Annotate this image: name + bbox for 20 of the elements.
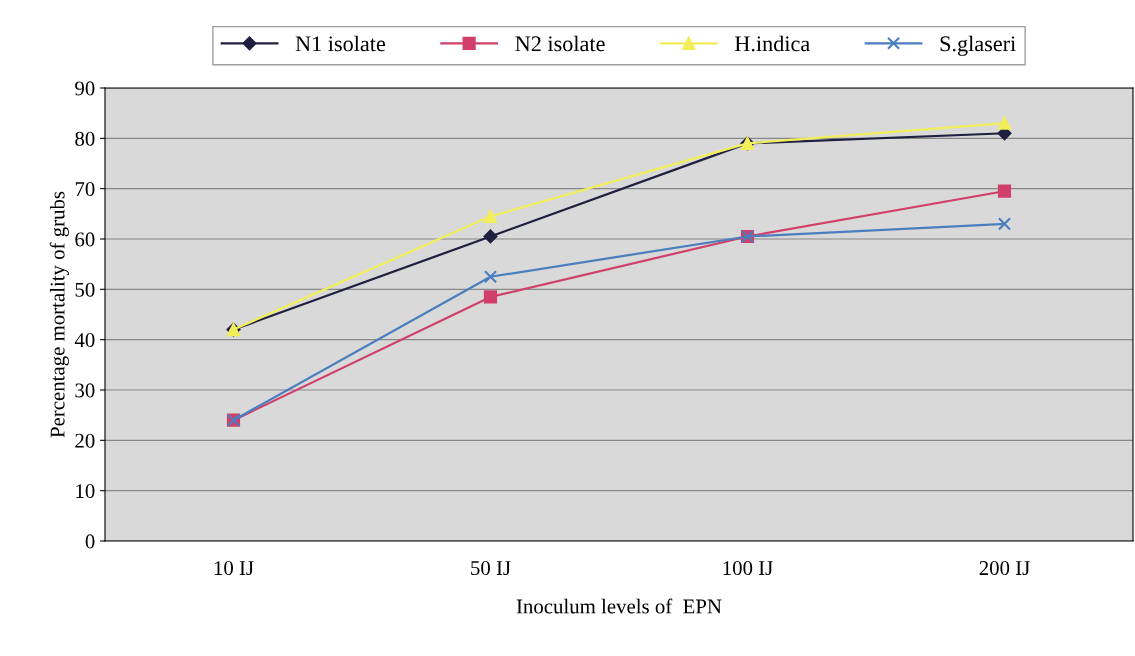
x-tick-label: 10 IJ	[214, 561, 254, 576]
y-tick-label: 0	[85, 534, 95, 549]
x-axis-title: Inoculum levels of EPN	[516, 598, 722, 614]
y-tick-label: 80	[75, 131, 95, 146]
y-tick-label: 70	[75, 182, 95, 197]
y-axis-title: Percentage mortality of grubs	[49, 191, 69, 438]
y-tick-label: 60	[75, 232, 95, 247]
legend-label: N1 isolate	[295, 35, 386, 52]
x-tick-label: 50 IJ	[471, 561, 511, 576]
legend-label: N2 isolate	[515, 35, 605, 52]
y-tick-label: 10	[76, 484, 95, 499]
y-tick-label: 90	[75, 81, 95, 96]
legend-label: H.indica	[734, 35, 810, 52]
legend-label: S.glaseri	[940, 35, 1016, 56]
x-tick-label: 200 IJ	[979, 561, 1030, 576]
x-tick-label: 100 IJ	[723, 561, 773, 576]
y-tick-label: 30	[75, 383, 95, 398]
y-tick-label: 50	[75, 282, 95, 297]
y-tick-label: 40	[74, 333, 95, 348]
y-tick-label: 20	[75, 433, 95, 448]
